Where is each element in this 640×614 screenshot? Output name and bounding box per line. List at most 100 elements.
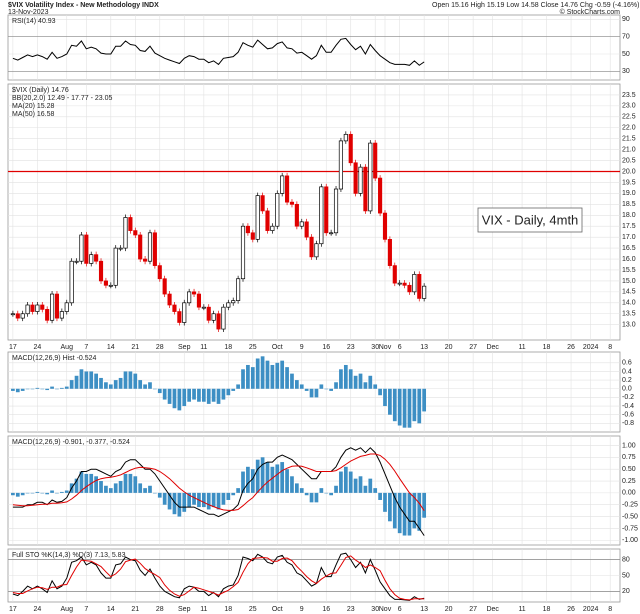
- candle: [373, 142, 378, 179]
- y-tick-label: 19.0: [622, 190, 636, 197]
- histogram-bar: [304, 388, 309, 391]
- histogram-bar: [314, 388, 319, 398]
- candle: [285, 175, 290, 203]
- line: [12, 447, 425, 536]
- histogram-bar: [118, 481, 123, 493]
- y-tick-label: 0.50: [622, 466, 636, 473]
- histogram-bar: [128, 371, 133, 389]
- candle: [201, 306, 206, 309]
- x-tick-label: 7: [84, 344, 88, 351]
- x-tick-label: 8: [608, 606, 612, 613]
- x-tick-label: 13: [420, 606, 428, 613]
- histogram-bar: [295, 380, 299, 389]
- histogram-bar: [373, 488, 378, 493]
- y-tick-label: 70: [622, 34, 630, 41]
- x-tick-label: 7: [84, 606, 88, 613]
- histogram-bar: [104, 382, 108, 389]
- histogram-bar: [265, 462, 270, 493]
- histogram-bar: [353, 375, 358, 389]
- histogram-bar: [295, 483, 299, 493]
- histogram-bar: [206, 388, 211, 404]
- y-tick-label: 15.5: [622, 267, 636, 274]
- histogram-bar: [187, 388, 192, 402]
- histogram-bar: [236, 384, 240, 389]
- x-tick-label: 23: [347, 344, 355, 351]
- candle: [45, 309, 50, 321]
- y-tick-label: 21.5: [622, 136, 636, 143]
- x-tick-label: 27: [469, 344, 477, 351]
- histogram-bar: [334, 382, 338, 389]
- histogram-bar: [383, 388, 387, 407]
- x-tick-label: Oct: [272, 344, 283, 351]
- histogram-bar: [177, 492, 182, 517]
- histogram-bar: [25, 388, 30, 390]
- candle: [397, 282, 402, 285]
- candle: [25, 304, 30, 315]
- x-tick-label: 17: [9, 606, 17, 613]
- histogram-bar: [417, 492, 422, 531]
- histogram-bar: [329, 492, 333, 496]
- histogram-bar: [55, 492, 59, 494]
- histogram-bar: [250, 367, 255, 389]
- candle: [343, 133, 348, 142]
- y-tick-label: 17.5: [622, 223, 636, 230]
- candle: [50, 293, 55, 321]
- histogram-bar: [270, 466, 275, 493]
- histogram-bar: [123, 473, 128, 493]
- candle: [138, 234, 143, 260]
- histogram-bar: [177, 388, 182, 411]
- histogram-bar: [192, 388, 196, 400]
- candle: [304, 221, 309, 238]
- y-tick-label: 0.2: [622, 377, 632, 384]
- legend-text: MACD(12,26,9) -0.901, -0.377, -0.524: [12, 439, 130, 446]
- histogram-bar: [226, 492, 231, 500]
- candle: [378, 177, 383, 214]
- candle: [314, 243, 319, 258]
- histogram-bar: [290, 476, 294, 493]
- histogram-bar: [153, 492, 157, 494]
- candle: [157, 265, 162, 280]
- histogram-bar: [123, 371, 128, 389]
- x-tick-label: 18: [543, 606, 551, 613]
- candle: [196, 293, 202, 308]
- candle: [329, 232, 334, 235]
- histogram-bar: [64, 490, 69, 493]
- candle: [422, 285, 427, 299]
- candle: [255, 195, 260, 240]
- candle: [348, 133, 353, 164]
- candle: [108, 284, 113, 287]
- x-tick-label: 6: [398, 606, 402, 613]
- histogram-bar: [79, 369, 84, 389]
- histogram-bar: [25, 492, 30, 494]
- y-tick-label: -0.6: [622, 412, 634, 419]
- candle: [245, 225, 250, 234]
- histogram-bar: [59, 387, 64, 389]
- candle: [260, 195, 265, 212]
- histogram-bar: [182, 388, 187, 407]
- histogram-bar: [255, 459, 260, 493]
- histogram-bar: [201, 388, 206, 402]
- histogram-bar: [270, 364, 275, 389]
- x-tick-label: 24: [33, 606, 41, 613]
- legend-text: $VIX (Daily) 14.76: [12, 87, 69, 94]
- legend-text: MA(20) 15.28: [12, 103, 55, 110]
- histogram-bar: [392, 492, 397, 529]
- histogram-bar: [216, 492, 221, 510]
- histogram-bar: [265, 360, 270, 389]
- histogram-bar: [407, 492, 412, 536]
- histogram-bar: [309, 388, 314, 398]
- histogram-bar: [314, 492, 319, 503]
- histogram-bar: [162, 492, 167, 505]
- histogram-bar: [167, 492, 172, 510]
- histogram-bar: [412, 492, 417, 529]
- candle: [15, 313, 20, 319]
- histogram-bar: [241, 471, 245, 493]
- candle: [299, 221, 304, 227]
- histogram-bar: [138, 380, 143, 389]
- candle: [177, 311, 182, 323]
- candle: [319, 186, 324, 245]
- legend-text: MACD(12,26,9) Hist -0.524: [12, 355, 97, 362]
- histogram-bar: [363, 485, 368, 493]
- y-tick-label: 0.75: [622, 454, 636, 461]
- histogram-bar: [55, 388, 59, 390]
